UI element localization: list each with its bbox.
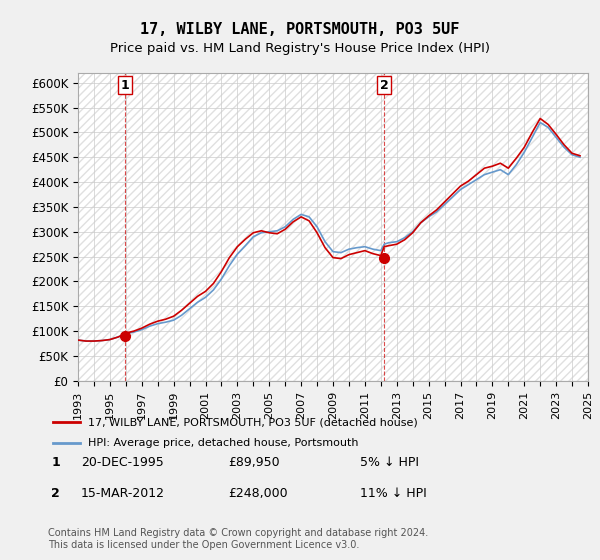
Text: 20-DEC-1995: 20-DEC-1995 xyxy=(81,456,164,469)
Text: 1: 1 xyxy=(121,79,130,92)
Text: 1: 1 xyxy=(51,456,60,469)
Text: £248,000: £248,000 xyxy=(228,487,287,500)
Text: 15-MAR-2012: 15-MAR-2012 xyxy=(81,487,165,500)
Text: 2: 2 xyxy=(51,487,60,500)
Text: Contains HM Land Registry data © Crown copyright and database right 2024.
This d: Contains HM Land Registry data © Crown c… xyxy=(48,528,428,550)
Text: HPI: Average price, detached house, Portsmouth: HPI: Average price, detached house, Port… xyxy=(89,438,359,448)
Text: 5% ↓ HPI: 5% ↓ HPI xyxy=(360,456,419,469)
Text: 11% ↓ HPI: 11% ↓ HPI xyxy=(360,487,427,500)
Text: 17, WILBY LANE, PORTSMOUTH, PO3 5UF: 17, WILBY LANE, PORTSMOUTH, PO3 5UF xyxy=(140,22,460,38)
Text: £89,950: £89,950 xyxy=(228,456,280,469)
Text: 2: 2 xyxy=(380,79,389,92)
Text: 17, WILBY LANE, PORTSMOUTH, PO3 5UF (detached house): 17, WILBY LANE, PORTSMOUTH, PO3 5UF (det… xyxy=(89,417,418,427)
Text: Price paid vs. HM Land Registry's House Price Index (HPI): Price paid vs. HM Land Registry's House … xyxy=(110,42,490,55)
